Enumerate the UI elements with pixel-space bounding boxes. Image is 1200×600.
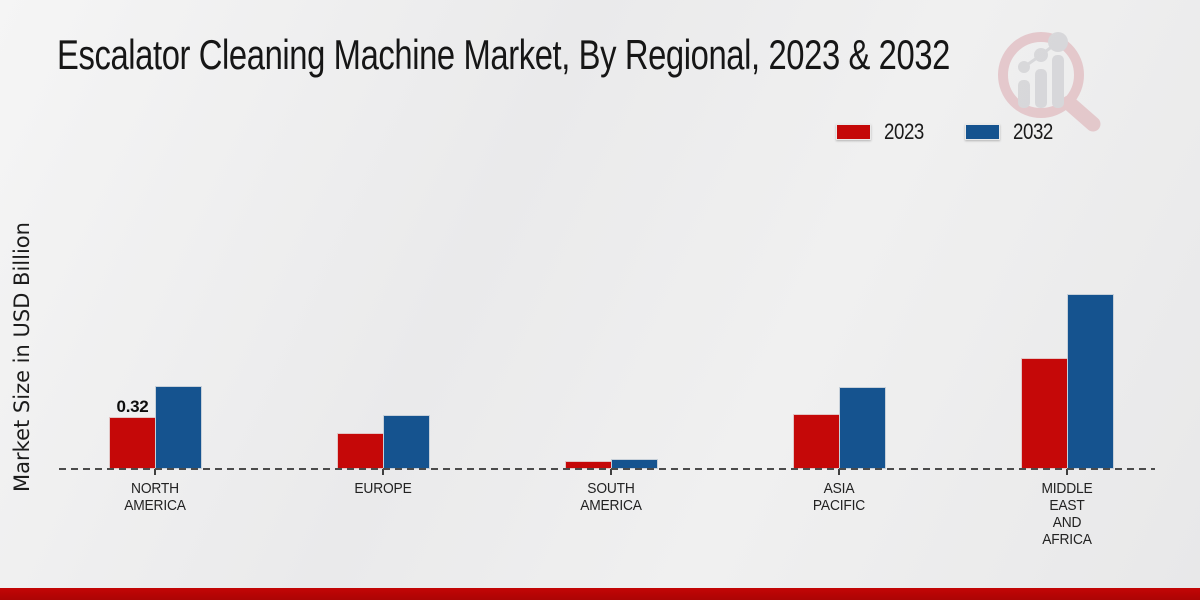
x-axis-label-europe: EUROPE — [354, 480, 412, 497]
bar-2023-europe — [337, 433, 384, 469]
market-research-future-logo-icon — [998, 32, 1101, 132]
x-axis-tick-south-america — [610, 469, 612, 475]
legend-label-2032: 2032 — [1012, 119, 1053, 144]
legend-swatch-2023-icon — [836, 124, 871, 140]
bar-2023-middle-east-and-africa — [1021, 358, 1068, 469]
x-axis-label-south-america: SOUTH AMERICA — [580, 480, 642, 514]
x-axis-label-north-america: NORTH AMERICA — [124, 480, 186, 514]
x-axis-tick-middle-east-and-africa — [1066, 469, 1068, 475]
bar-2032-middle-east-and-africa — [1067, 294, 1114, 469]
x-axis-baseline — [59, 468, 1155, 470]
legend: 2023 2032 — [836, 118, 1060, 146]
legend-label-2023: 2023 — [884, 119, 924, 144]
bar-2032-north-america — [155, 386, 202, 469]
data-label-2023-north-america: 0.32 — [116, 397, 149, 416]
x-axis-label-asia-pacific: ASIA PACIFIC — [812, 480, 866, 514]
chart-title: Escalator Cleaning Machine Market, By Re… — [57, 31, 950, 78]
x-axis-tick-north-america — [154, 469, 156, 475]
footer-accent-bar — [0, 588, 1200, 600]
legend-item-2023: 2023 — [836, 119, 931, 145]
bar-2032-asia-pacific — [839, 387, 886, 469]
legend-item-2032: 2032 — [964, 119, 1060, 145]
legend-swatch-2032-icon — [964, 124, 1000, 140]
bar-2032-europe — [383, 415, 430, 469]
bar-2023-north-america — [109, 417, 156, 469]
x-axis-tick-europe — [382, 469, 384, 475]
x-axis-tick-asia-pacific — [838, 469, 840, 475]
x-axis-label-middle-east-and-africa: MIDDLE EAST AND AFRICA — [1041, 480, 1093, 548]
y-axis-title: Market Size in USD Billion — [10, 222, 34, 492]
bar-2023-asia-pacific — [793, 414, 840, 469]
